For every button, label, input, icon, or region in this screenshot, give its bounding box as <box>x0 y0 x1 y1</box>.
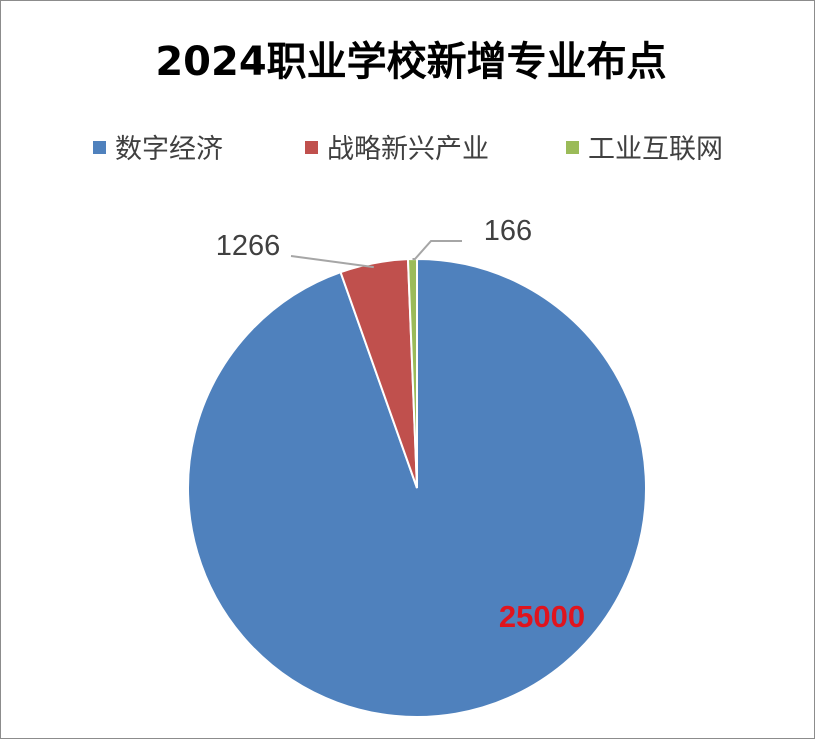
pie-slice-3 <box>406 257 418 489</box>
legend-label-3: 工业互联网 <box>588 134 723 165</box>
leader-line-2 <box>290 255 374 269</box>
pie-slices <box>187 257 647 718</box>
data-label-3: 166 <box>484 215 532 247</box>
legend-label-2: 战略新兴产业 <box>327 134 489 165</box>
data-label-2: 1266 <box>216 230 281 262</box>
legend-label-1: 数字经济 <box>115 134 223 165</box>
legend-swatch-2 <box>305 141 318 154</box>
leader-line-3 <box>412 240 462 260</box>
chart-title: 2024职业学校新增专业布点 <box>155 39 666 85</box>
leader-lines <box>290 240 462 269</box>
data-labels: 25000 1266 166 <box>216 215 585 634</box>
legend: 数字经济 战略新兴产业 工业互联网 <box>93 134 723 165</box>
legend-swatch-1 <box>93 141 106 154</box>
legend-swatch-3 <box>566 141 579 154</box>
data-label-1: 25000 <box>499 599 585 634</box>
